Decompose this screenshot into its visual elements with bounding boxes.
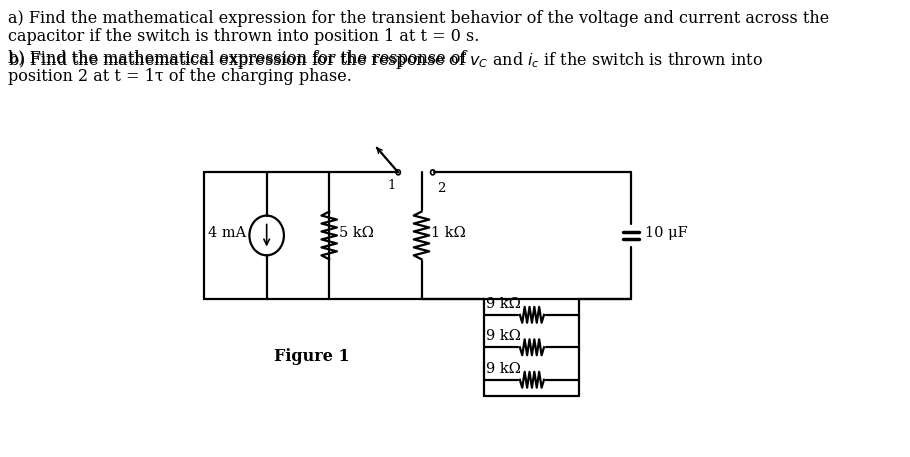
Text: 2: 2 bbox=[437, 182, 445, 195]
Text: capacitor if the switch is thrown into position 1 at t = 0 s.: capacitor if the switch is thrown into p… bbox=[8, 28, 480, 45]
Text: 5 kΩ: 5 kΩ bbox=[339, 227, 374, 240]
Text: 1 kΩ: 1 kΩ bbox=[431, 227, 466, 240]
Text: 9 kΩ: 9 kΩ bbox=[486, 329, 521, 343]
Text: 10 μF: 10 μF bbox=[645, 227, 688, 240]
Text: position 2 at t = 1τ of the charging phase.: position 2 at t = 1τ of the charging pha… bbox=[8, 68, 352, 85]
Text: b) Find the mathematical expression for the response of $v_C$ and $i_c$ if the s: b) Find the mathematical expression for … bbox=[8, 50, 763, 71]
Text: a) Find the mathematical expression for the transient behavior of the voltage an: a) Find the mathematical expression for … bbox=[8, 11, 830, 27]
Text: b) Find the mathematical expression for the response of: b) Find the mathematical expression for … bbox=[8, 50, 472, 67]
Text: Figure 1: Figure 1 bbox=[274, 348, 349, 365]
Text: 4 mA: 4 mA bbox=[207, 227, 246, 240]
Text: 1: 1 bbox=[388, 179, 396, 192]
Text: 9 kΩ: 9 kΩ bbox=[486, 362, 521, 376]
Text: 9 kΩ: 9 kΩ bbox=[486, 297, 521, 311]
